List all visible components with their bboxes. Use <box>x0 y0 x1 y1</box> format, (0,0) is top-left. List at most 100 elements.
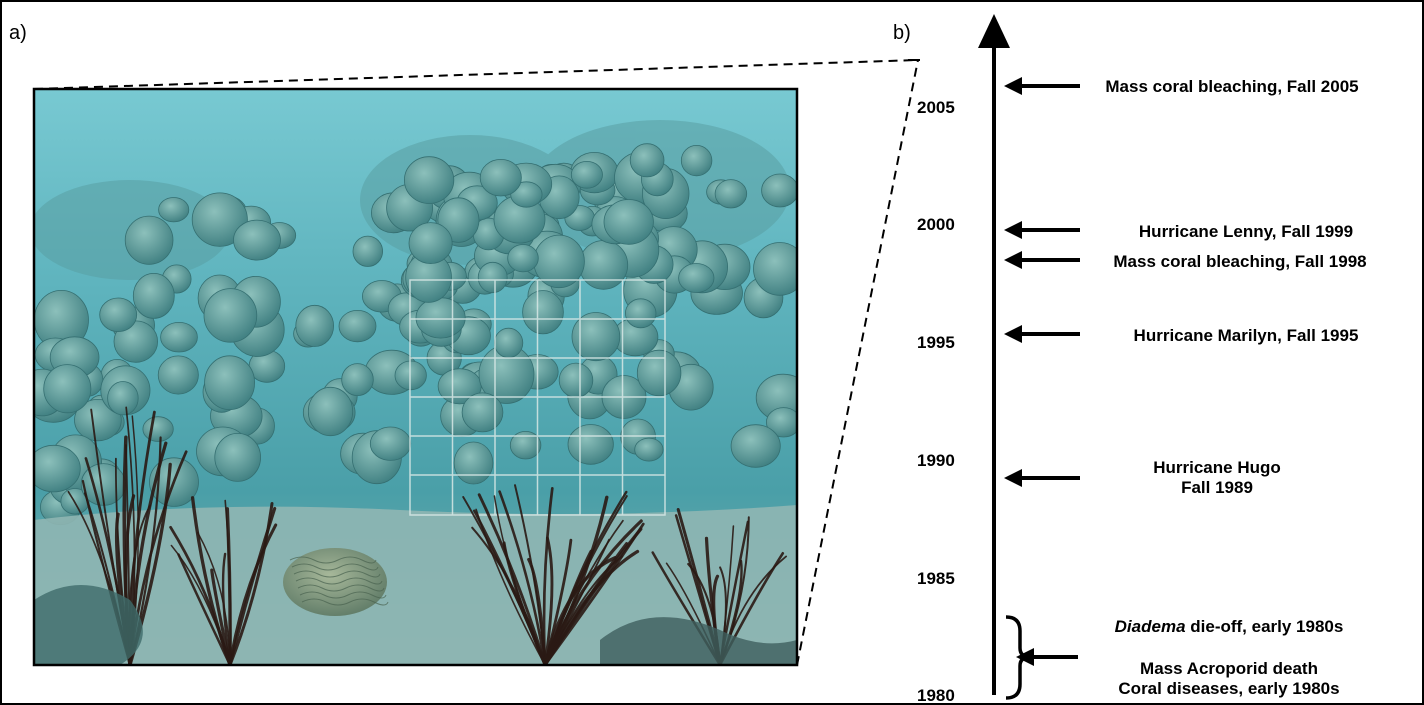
coral-lobe <box>124 215 174 265</box>
coral-lobe <box>34 444 81 493</box>
coral-lobe <box>714 179 748 209</box>
coral-lobe <box>493 327 524 358</box>
coral-lobe <box>567 424 614 465</box>
coral-lobe <box>203 288 258 343</box>
event-hurricane-hugo-line1: Hurricane Hugo <box>1153 458 1281 477</box>
sea-fan-strand <box>502 541 547 665</box>
coral-lobe <box>107 381 139 416</box>
coral-lobe <box>214 432 262 482</box>
coral-lobe <box>158 197 190 223</box>
sea-fan-strand <box>475 508 546 665</box>
event-hurricane-hugo-line2: Fall 1989 <box>1181 478 1253 497</box>
brain-groove <box>289 556 377 564</box>
coral-lobe <box>625 298 657 329</box>
coral-lobe <box>341 363 374 397</box>
coral-lobe <box>634 437 664 462</box>
event-acroporid-line1: Mass Acroporid death <box>1140 659 1318 678</box>
photo-frame <box>32 87 799 667</box>
sea-fan-strand <box>228 523 278 665</box>
sea-fan-strand <box>527 557 547 665</box>
zoom-line-top <box>33 59 919 90</box>
coral-lobe <box>408 222 453 265</box>
coral-lobe <box>558 362 594 398</box>
coral-lobe <box>753 242 797 296</box>
event-bleaching-2005: Mass coral bleaching, Fall 2005 <box>1105 77 1358 96</box>
coral-lobe <box>730 424 781 468</box>
year-label-1985: 1985 <box>917 569 955 588</box>
event-bleaching-1998: Mass coral bleaching, Fall 1998 <box>1113 252 1366 271</box>
coral-lobe <box>403 156 455 204</box>
timeline-arrowhead <box>978 14 1010 48</box>
year-label-2005: 2005 <box>917 98 955 117</box>
brain-groove <box>293 570 381 578</box>
coral-lobe <box>578 240 629 290</box>
sea-fan-strand <box>471 526 546 665</box>
sea-fan-strand <box>177 553 232 665</box>
coral-lobe <box>338 309 377 343</box>
sea-fans <box>67 406 787 665</box>
brain-groove <box>291 563 379 571</box>
coral-lobe <box>479 158 522 197</box>
coral-lobe <box>766 407 797 438</box>
event-arrows <box>1004 77 1080 666</box>
sea-fan-strand <box>170 544 231 665</box>
coral-lobe <box>157 355 199 395</box>
sea-fan-strand <box>224 499 232 665</box>
coral-lobe <box>233 219 281 261</box>
event-diadema-italic: Diadema <box>1115 617 1186 636</box>
coral-lobe <box>99 297 138 332</box>
foreground-rubble-left <box>34 585 143 665</box>
coral-lobe <box>132 272 175 319</box>
coral-lobe <box>352 235 384 267</box>
event-diadema-rest: die-off, early 1980s <box>1186 617 1344 636</box>
foreground-rubble-right <box>600 617 797 665</box>
coral-lobe <box>191 192 248 247</box>
coral-lobe <box>369 426 412 461</box>
brain-coral-grooves <box>289 556 389 606</box>
survey-quadrat <box>409 279 666 516</box>
event-hurricane-lenny: Hurricane Lenny, Fall 1999 <box>1139 222 1353 241</box>
event-hurricane-marilyn: Hurricane Marilyn, Fall 1995 <box>1134 326 1359 345</box>
brain-coral <box>283 548 387 616</box>
sea-fan-strand <box>228 502 274 665</box>
coral-lobe <box>477 261 508 294</box>
zoom-line-bottom <box>796 59 919 666</box>
coral-lobe <box>761 173 797 208</box>
sea-fan-strand <box>498 490 547 665</box>
early-1980s-brace <box>1005 615 1031 700</box>
underwater-coral-reef-photo <box>34 89 797 665</box>
year-label-1990: 1990 <box>917 451 955 470</box>
panel-a-label: a) <box>9 22 27 44</box>
sea-fan-strand <box>543 538 573 665</box>
coral-lobe <box>522 290 564 335</box>
coral-lobe <box>507 244 539 273</box>
coral-lobe <box>680 145 713 177</box>
coral-lobe <box>142 416 174 442</box>
coral-lobe <box>307 386 354 437</box>
year-label-1995: 1995 <box>917 333 955 352</box>
coral-lobe <box>74 398 122 442</box>
coral-lobe <box>509 431 542 460</box>
coral-lobe <box>629 143 665 178</box>
brain-groove <box>301 598 389 606</box>
sea-fan-strand <box>543 549 593 665</box>
sea-fan-strand <box>543 542 629 665</box>
brain-groove <box>299 591 387 599</box>
year-label-1980: 1980 <box>917 686 955 705</box>
coral-lobe <box>678 263 715 293</box>
coral-lobe <box>510 181 543 208</box>
sea-fan-strand <box>543 522 645 665</box>
coral-lobe <box>415 297 466 339</box>
coral-lobe <box>295 304 335 347</box>
coral-lobe <box>461 392 504 433</box>
coral-lobe <box>603 199 654 245</box>
year-label-2000: 2000 <box>917 215 955 234</box>
sea-fan-strand <box>196 531 231 665</box>
coral-lobe <box>453 441 494 485</box>
coral-lobe <box>43 364 92 414</box>
coral-lobe <box>570 161 603 189</box>
sea-fan-strand <box>543 536 554 665</box>
